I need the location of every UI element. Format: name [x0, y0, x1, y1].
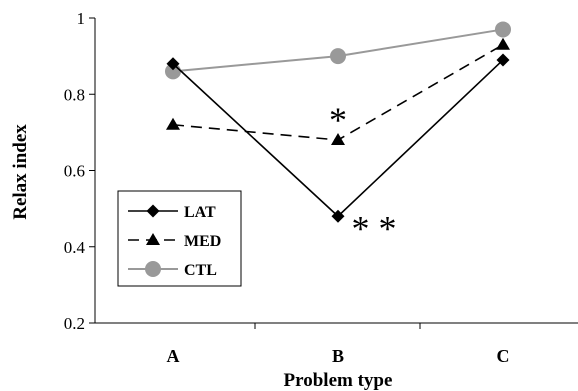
- y-tick-label: 0.6: [64, 162, 85, 181]
- legend-label-ctl: CTL: [184, 262, 217, 279]
- x-tick-label: A: [167, 346, 180, 366]
- legend-label-med: MED: [184, 233, 221, 250]
- y-tick-label: 0.8: [64, 85, 85, 104]
- legend-marker-ctl: [145, 261, 161, 277]
- y-tick-label: 0.2: [64, 314, 85, 333]
- significance-annotation: * *: [352, 208, 397, 248]
- data-point-med: [166, 117, 180, 130]
- data-point-lat: [331, 209, 345, 223]
- data-point-ctl: [495, 21, 511, 38]
- x-tick-label: B: [332, 346, 344, 366]
- legend-box: [117, 190, 242, 287]
- data-point-med: [496, 37, 510, 50]
- y-tick-label: 0.4: [64, 238, 86, 257]
- y-tick-label: 1: [77, 9, 86, 28]
- legend-marker-med: [146, 233, 160, 245]
- significance-annotation: *: [329, 100, 347, 140]
- legend-marker-lat: [146, 204, 160, 218]
- x-tick-label: C: [497, 346, 510, 366]
- legend-label-lat: LAT: [184, 204, 216, 221]
- plot-area: 0.2 0.4 0.6 0.8 1 A B C * * * LAT MED CTL: [64, 9, 578, 366]
- data-point-lat: [496, 53, 510, 67]
- x-axis-title: Problem type: [284, 370, 393, 391]
- y-axis-title: Relax index: [10, 124, 31, 220]
- data-point-med: [331, 133, 345, 145]
- data-point-lat: [166, 57, 180, 71]
- data-point-ctl: [330, 48, 346, 65]
